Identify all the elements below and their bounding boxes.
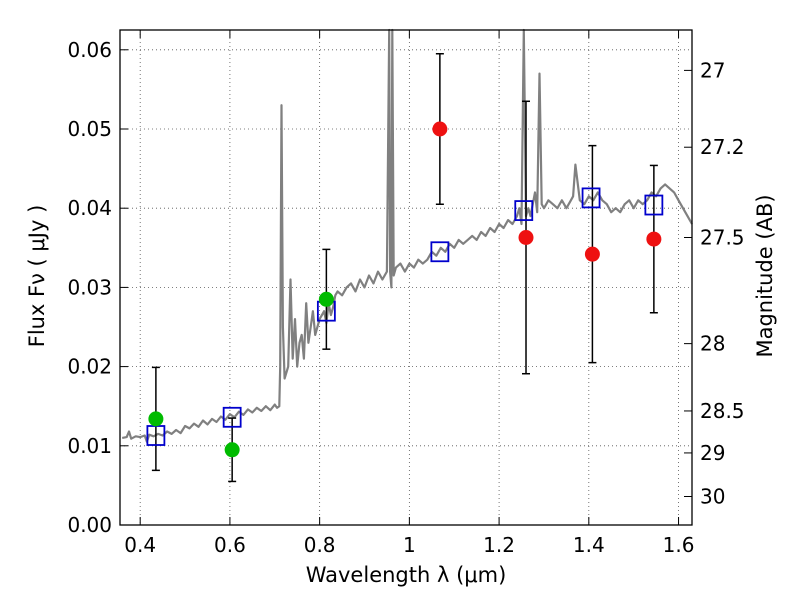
right-tick-label: 27.5 (700, 226, 745, 250)
right-tick-label: 30 (700, 484, 725, 508)
x-tick-label: 1 (403, 533, 416, 557)
observed-point (518, 230, 534, 246)
right-tick-label: 28 (700, 332, 725, 356)
synthetic-photometry-square (581, 187, 601, 209)
plot-frame (119, 29, 693, 526)
observed-point (148, 411, 164, 427)
observed-point (318, 291, 334, 307)
right-tick-label: 27.2 (700, 135, 745, 159)
x-tick-label: 0.8 (304, 533, 336, 557)
observed-point (432, 121, 448, 137)
observed-points (148, 121, 662, 458)
plot-background (120, 30, 692, 525)
synthetic-photometry-square (222, 406, 242, 428)
ticks: 0.4 0.6 0.8 1 1.2 1.4 1.6 0.00 0.01 0.02 0.03 0.04 0… (67, 30, 745, 557)
y-tick-label: 0.03 (67, 275, 112, 299)
observed-point (224, 442, 240, 458)
model-spectrum-line (122, 28, 693, 443)
right-tick-label: 27 (700, 58, 725, 82)
y-axis-label: Flux Fν ( μJy ) (25, 205, 49, 348)
model-spectrum (122, 28, 693, 443)
observed-point (646, 231, 662, 247)
y-tick-label: 0.06 (67, 38, 112, 62)
x-tick-label: 1.6 (663, 533, 695, 557)
x-tick-label: 1.2 (483, 533, 515, 557)
x-axis-label: Wavelength λ (μm) (306, 563, 507, 587)
x-tick-label: 0.6 (214, 533, 246, 557)
x-tick-label: 1.4 (573, 533, 605, 557)
y-tick-label: 0.02 (67, 355, 112, 379)
x-tick-label: 0.4 (124, 533, 156, 557)
y-tick-label: 0.04 (67, 196, 112, 220)
synthetic-photometry-square (644, 194, 664, 216)
synthetic-photometry-square (430, 241, 450, 263)
right-tick-label: 28.5 (700, 399, 745, 423)
y-tick-label: 0.00 (67, 513, 112, 537)
y-tick-label: 0.05 (67, 117, 112, 141)
synthetic-photometry-square (514, 200, 534, 221)
observed-point (584, 246, 600, 262)
y-tick-label: 0.01 (67, 434, 112, 458)
right-axis-label: Magnitude (AB) (753, 194, 777, 357)
right-tick-label: 29 (700, 441, 725, 465)
